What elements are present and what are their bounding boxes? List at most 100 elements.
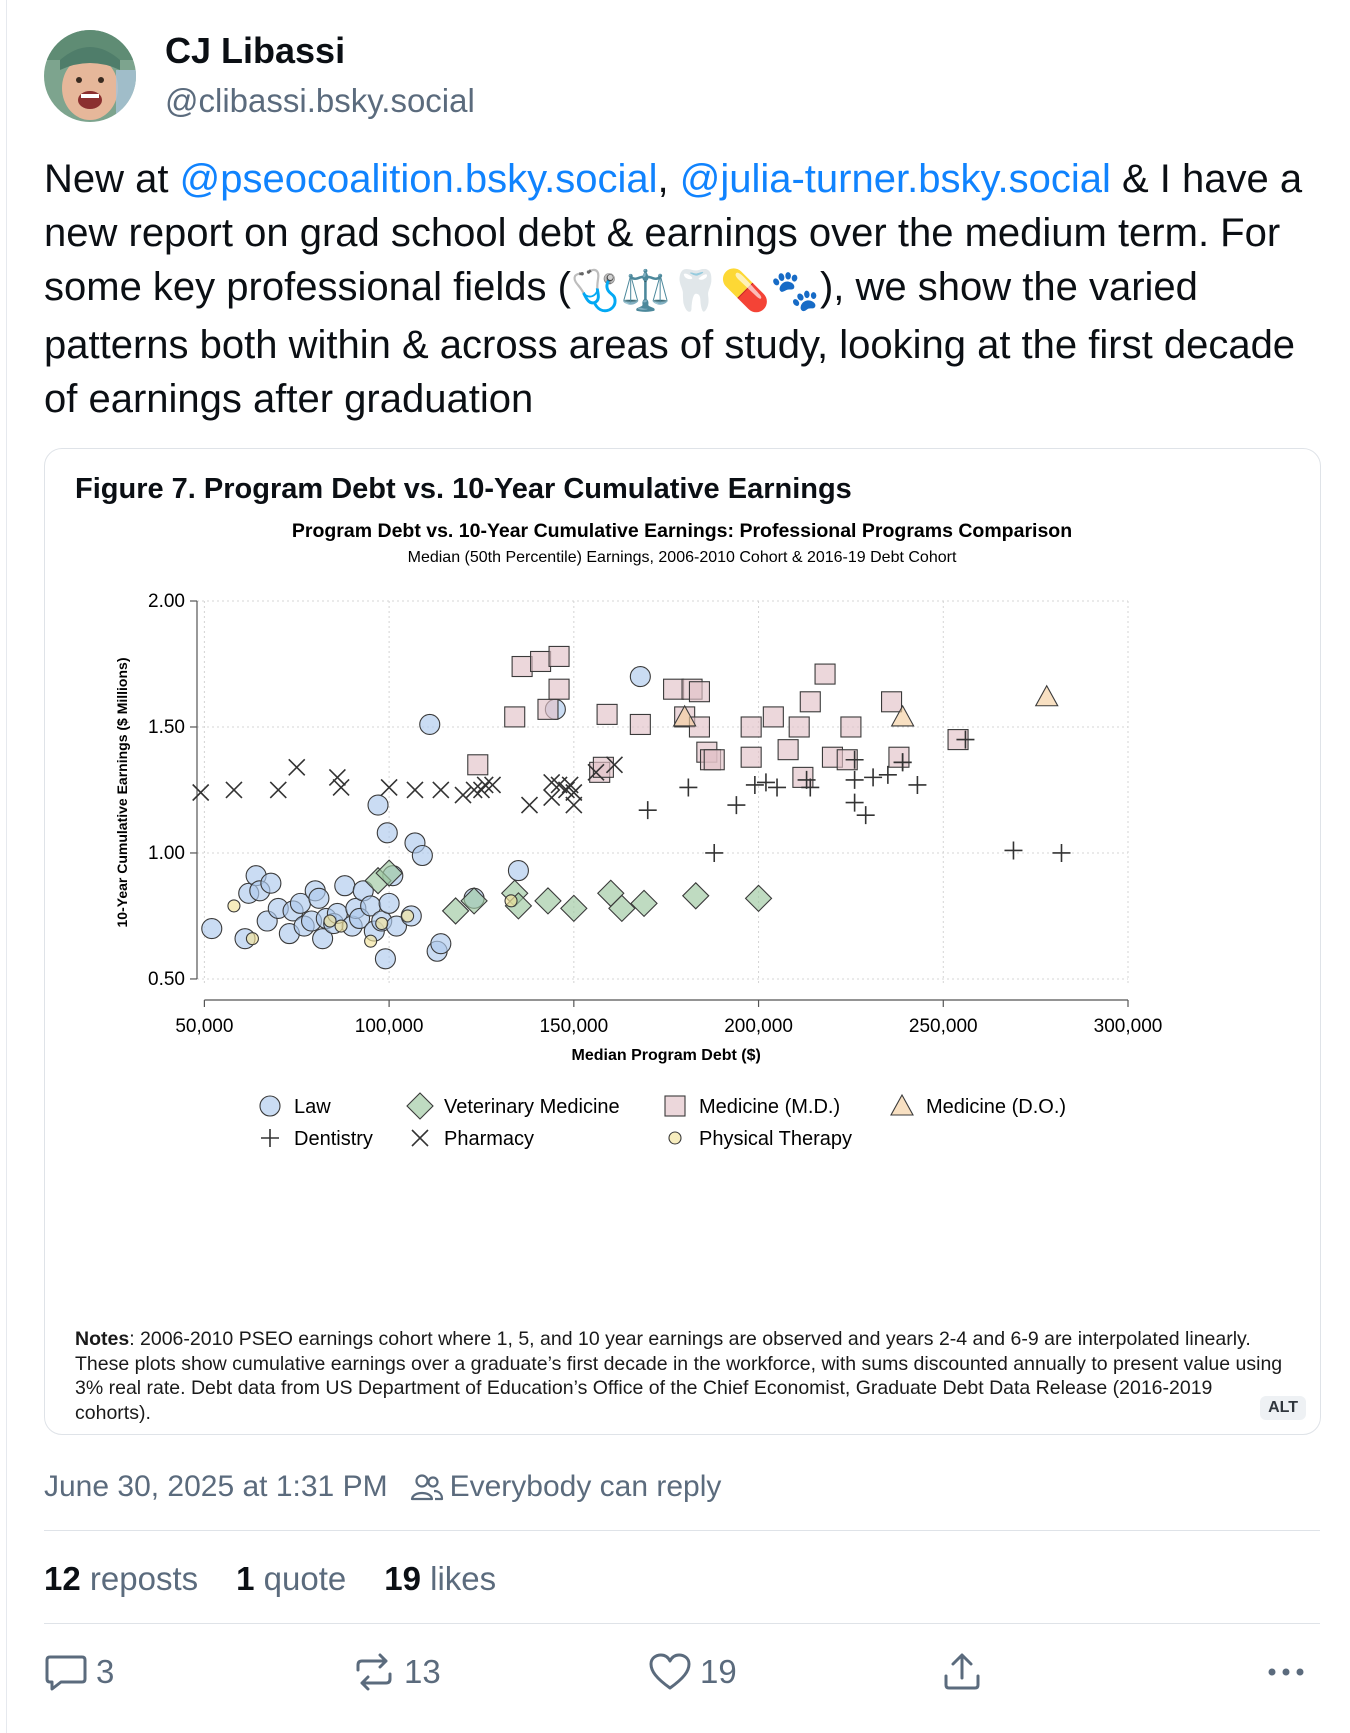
legend-marker-medicine-m-d [664, 1095, 686, 1117]
medicine-m-d-point [740, 746, 762, 768]
dentistry-point [893, 753, 912, 772]
medicine-m-d-point [537, 698, 559, 720]
y-tick-label: 2.00 [148, 591, 185, 612]
quotes-stat[interactable]: 1 quote [236, 1560, 346, 1598]
medicine-d-o-point [1034, 684, 1059, 707]
pharmacy-point [472, 781, 491, 799]
medicine-m-d-point [703, 749, 725, 771]
reply-count: 3 [96, 1653, 115, 1690]
veterinary-medicine-point [460, 887, 488, 915]
law-point [430, 933, 452, 955]
law-point [312, 928, 334, 950]
medicine-m-d-point [530, 650, 552, 673]
reply-button[interactable]: 3 [44, 1652, 114, 1692]
dentistry-point [1004, 841, 1023, 860]
notes-label: Notes [75, 1328, 130, 1350]
avatar[interactable] [44, 30, 136, 122]
author-name[interactable]: CJ Libassi [165, 30, 346, 71]
legend-marker-dentistry [261, 1129, 279, 1147]
dentistry-point [727, 796, 746, 815]
reply-icon [45, 1655, 87, 1691]
legend-marker-law [259, 1095, 281, 1117]
law-point [201, 918, 223, 940]
likes-stat[interactable]: 19 likes [384, 1560, 496, 1598]
dentistry-point [638, 801, 657, 820]
physical-therapy-point [364, 934, 378, 948]
post-text-3: & I have a new report on grad school deb… [44, 157, 1303, 309]
pharmacy-point [432, 781, 450, 799]
pharmacy-point [269, 781, 287, 799]
veterinary-medicine-point [560, 894, 588, 923]
heart-icon [649, 1653, 691, 1690]
field-emojis: 🩺⚖️🦷💊🐾 [570, 269, 820, 313]
medicine-m-d-point [688, 681, 710, 703]
mention-pseocoalition[interactable]: @pseocoalition.bsky.social [179, 157, 658, 201]
pharmacy-point [565, 796, 583, 814]
divider-bottom [44, 1623, 1320, 1624]
image-card[interactable]: Figure 7. Program Debt vs. 10-Year Cumul… [44, 448, 1321, 1435]
medicine-m-d-point [548, 678, 570, 700]
repost-button[interactable]: 13 [352, 1652, 441, 1692]
medicine-m-d-point [881, 691, 903, 713]
medicine-m-d-point [663, 678, 685, 700]
dentistry-point [845, 770, 864, 789]
more-icon [1268, 1668, 1304, 1676]
dentistry-point [797, 770, 816, 789]
law-point [367, 794, 389, 816]
medicine-m-d-point [840, 716, 862, 738]
share-button[interactable] [940, 1652, 992, 1692]
physical-therapy-point [227, 899, 241, 913]
legend-label-physical-therapy: Physical Therapy [699, 1128, 852, 1150]
law-point [308, 887, 330, 909]
dentistry-point [845, 793, 864, 812]
figure-caption: Figure 7. Program Debt vs. 10-Year Cumul… [75, 473, 852, 505]
reply-setting-label: Everybody can reply [449, 1470, 722, 1503]
reposts-stat[interactable]: 12 reposts [44, 1560, 198, 1598]
pharmacy-point [520, 796, 539, 814]
law-point [507, 860, 529, 882]
veterinary-medicine-point [630, 889, 658, 918]
medicine-m-d-point [799, 691, 821, 713]
thread-rule [6, 0, 7, 1733]
repost-icon [356, 1653, 392, 1691]
timestamp[interactable]: June 30, 2025 at 1:31 PM [44, 1470, 388, 1503]
likes-count: 19 [384, 1560, 421, 1597]
veterinary-medicine-point [744, 884, 773, 913]
mention-julia-turner[interactable]: @julia-turner.bsky.social [679, 157, 1111, 201]
legend-label-pharmacy: Pharmacy [444, 1128, 534, 1150]
like-count: 19 [700, 1653, 737, 1690]
law-point [411, 844, 433, 867]
notes-text: : 2006-2010 PSEO earnings cohort where 1… [75, 1328, 1283, 1424]
dentistry-point [768, 778, 787, 797]
post-actions: 3 13 19 [44, 1652, 1320, 1712]
dentistry-point [864, 768, 883, 787]
legend-label-medicine-d-o: Medicine (D.O.) [926, 1096, 1066, 1118]
legend-marker-physical-therapy [668, 1131, 682, 1145]
medicine-m-d-point [504, 706, 526, 728]
likes-label: likes [430, 1560, 497, 1597]
like-button[interactable]: 19 [648, 1652, 737, 1692]
post-text-4: ), we show the varied patterns both with… [44, 265, 1296, 421]
x-tick-label: 250,000 [909, 1016, 978, 1037]
post-stats: 12 reposts 1 quote 19 likes [44, 1560, 534, 1598]
law-point [378, 892, 400, 914]
physical-therapy-point [323, 914, 337, 928]
veterinary-medicine-point [534, 887, 562, 915]
pharmacy-point [225, 781, 243, 799]
author-handle[interactable]: @clibassi.bsky.social [165, 82, 475, 119]
more-button[interactable] [1262, 1652, 1318, 1692]
dentistry-point [745, 775, 764, 794]
scatter-chart: Program Debt vs. 10-Year Cumulative Earn… [114, 520, 1162, 1150]
pharmacy-point [288, 758, 306, 776]
dentistry-point [856, 806, 875, 825]
alt-badge[interactable]: ALT [1260, 1396, 1306, 1420]
post-text-2: , [657, 157, 680, 201]
reply-setting: Everybody can reply [410, 1470, 722, 1504]
legend-label-law: Law [294, 1096, 331, 1118]
dentistry-point [908, 775, 927, 794]
dentistry-point [679, 778, 698, 797]
legend-marker-pharmacy [411, 1129, 429, 1147]
pharmacy-point [328, 768, 346, 786]
physical-therapy-point [334, 919, 348, 933]
